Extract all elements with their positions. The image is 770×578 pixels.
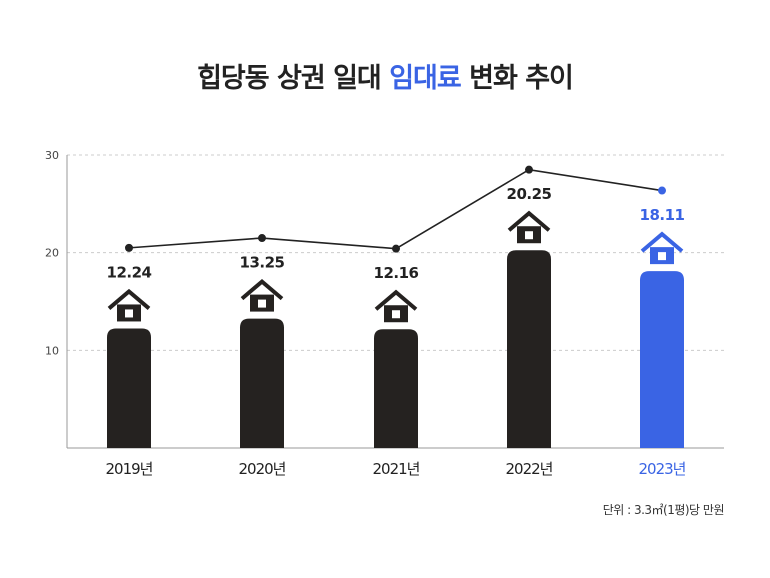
bar — [507, 250, 551, 448]
house-window — [258, 299, 266, 308]
house-icon — [374, 289, 418, 323]
trend-point — [392, 244, 400, 253]
x-tick-label: 2023년 — [639, 460, 686, 478]
house-roof — [374, 289, 418, 311]
title-highlight: 임대료 — [389, 63, 462, 94]
title-suffix: 변화 추이 — [460, 63, 574, 94]
title-prefix: 힙당동 상권 일대 — [197, 63, 390, 94]
house-window — [392, 310, 400, 319]
house-roof — [107, 288, 151, 310]
house-window — [525, 231, 533, 240]
value-label: 13.25 — [240, 254, 285, 272]
trend-line — [128, 168, 663, 250]
house-roof — [507, 210, 551, 232]
bar — [240, 318, 284, 448]
house-icon — [107, 288, 151, 322]
x-tick-label: 2019년 — [106, 460, 153, 478]
trend-point — [525, 165, 533, 174]
y-tick-label: 10 — [45, 344, 59, 357]
value-label: 20.25 — [507, 185, 552, 203]
unit-note: 단위 : 3.3㎡(1평)당 만원 — [602, 503, 725, 517]
x-tick-label: 2022년 — [506, 460, 553, 478]
house-roof — [640, 231, 684, 253]
trend-point — [125, 243, 133, 252]
trend-point — [658, 186, 666, 195]
x-tick-label: 2021년 — [373, 460, 420, 478]
house-roof — [240, 278, 284, 301]
house-window — [125, 309, 133, 318]
bar — [640, 271, 684, 448]
x-tick-label: 2020년 — [239, 460, 286, 478]
trend-point — [258, 234, 266, 243]
house-window — [658, 252, 666, 261]
y-tick-label: 30 — [45, 149, 59, 162]
chart-title: 힙당동 상권 일대 임대료 변화 추이 — [0, 56, 770, 95]
bar — [374, 329, 418, 448]
bar — [107, 328, 151, 448]
y-tick-label: 20 — [45, 247, 59, 260]
house-icon — [240, 278, 284, 312]
value-label: 12.16 — [374, 264, 419, 282]
house-icon — [507, 210, 551, 244]
value-label: 12.24 — [107, 263, 152, 281]
value-label: 18.11 — [640, 206, 685, 224]
house-icon — [640, 231, 684, 265]
